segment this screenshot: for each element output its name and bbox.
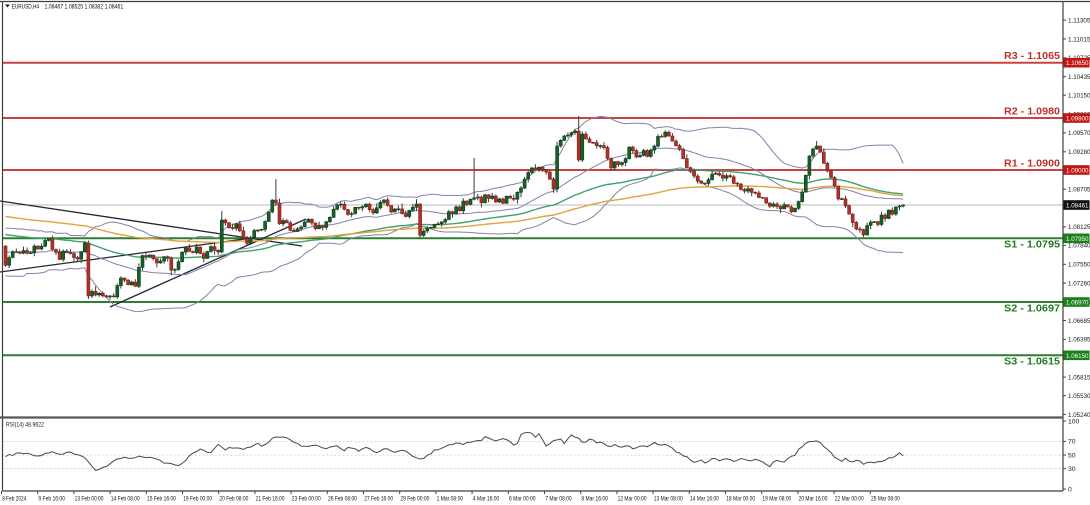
svg-text:14 Feb 08:00: 14 Feb 08:00 xyxy=(111,496,140,503)
svg-text:25 Mar 08:00: 25 Mar 08:00 xyxy=(871,496,900,503)
svg-text:8 Mar 16:00: 8 Mar 16:00 xyxy=(581,496,608,503)
svg-text:1.10150: 1.10150 xyxy=(1068,93,1090,100)
svg-text:EURUSD,H4: EURUSD,H4 xyxy=(12,3,39,10)
svg-text:13 Feb 00:00: 13 Feb 00:00 xyxy=(75,496,104,503)
svg-text:19 Feb 00:00: 19 Feb 00:00 xyxy=(183,496,212,503)
svg-text:1.08705: 1.08705 xyxy=(1068,187,1090,194)
svg-text:R2 - 1.0980: R2 - 1.0980 xyxy=(1004,106,1060,118)
svg-text:1.10650: 1.10650 xyxy=(1066,60,1089,67)
svg-text:1.07550: 1.07550 xyxy=(1068,262,1090,269)
svg-text:R3 - 1.1065: R3 - 1.1065 xyxy=(1004,50,1060,62)
svg-text:21 Feb 16:00: 21 Feb 16:00 xyxy=(256,496,285,503)
svg-text:S2 - 1.0697: S2 - 1.0697 xyxy=(1004,302,1060,314)
svg-text:1.08467 1.08525 1.08382 1.0846: 1.08467 1.08525 1.08382 1.08461 xyxy=(45,3,124,10)
svg-text:19 Mar 08:00: 19 Mar 08:00 xyxy=(762,496,791,503)
svg-text:R1 - 1.0900: R1 - 1.0900 xyxy=(1004,158,1060,170)
svg-text:1.07260: 1.07260 xyxy=(1068,280,1090,287)
svg-text:15 Feb 16:00: 15 Feb 16:00 xyxy=(147,496,176,503)
svg-text:22 Mar 00:00: 22 Mar 00:00 xyxy=(835,496,864,503)
svg-text:100: 100 xyxy=(1068,418,1080,425)
svg-text:1.06685: 1.06685 xyxy=(1068,318,1090,325)
svg-text:4 Mar 16:00: 4 Mar 16:00 xyxy=(473,496,500,503)
svg-text:1.09800: 1.09800 xyxy=(1066,116,1089,123)
svg-text:1 Mar 08:00: 1 Mar 08:00 xyxy=(437,496,464,503)
svg-text:1.05240: 1.05240 xyxy=(1068,412,1090,419)
svg-text:6 Mar 00:00: 6 Mar 00:00 xyxy=(509,496,536,503)
svg-text:1.06970: 1.06970 xyxy=(1066,300,1089,307)
svg-text:7 Mar 08:00: 7 Mar 08:00 xyxy=(545,496,572,503)
svg-text:20 Mar 16:00: 20 Mar 16:00 xyxy=(799,496,828,503)
svg-text:30: 30 xyxy=(1068,466,1076,473)
svg-text:1.08125: 1.08125 xyxy=(1068,224,1090,231)
svg-text:27 Feb 16:00: 27 Feb 16:00 xyxy=(364,496,393,503)
svg-text:1.11015: 1.11015 xyxy=(1068,36,1090,43)
svg-text:1.08461: 1.08461 xyxy=(1066,203,1089,210)
svg-text:1.10435: 1.10435 xyxy=(1068,74,1090,81)
svg-text:1.09000: 1.09000 xyxy=(1066,168,1089,175)
svg-text:1.05815: 1.05815 xyxy=(1068,374,1090,381)
svg-text:9 Feb 16:00: 9 Feb 16:00 xyxy=(38,496,65,503)
svg-text:0: 0 xyxy=(1068,486,1072,493)
svg-text:S1 - 1.0795: S1 - 1.0795 xyxy=(1004,239,1060,251)
svg-text:1.09280: 1.09280 xyxy=(1068,149,1090,156)
svg-text:1.06395: 1.06395 xyxy=(1068,337,1090,344)
svg-text:1.09570: 1.09570 xyxy=(1068,130,1090,137)
svg-text:1.11305: 1.11305 xyxy=(1068,17,1090,24)
svg-text:1.05530: 1.05530 xyxy=(1068,393,1090,400)
svg-text:8 Feb 2024: 8 Feb 2024 xyxy=(2,496,26,503)
svg-text:18 Mar 00:00: 18 Mar 00:00 xyxy=(726,496,755,503)
svg-text:20 Feb 08:00: 20 Feb 08:00 xyxy=(219,496,248,503)
svg-text:1.07840: 1.07840 xyxy=(1068,243,1090,250)
svg-text:12 Mar 00:00: 12 Mar 00:00 xyxy=(618,496,647,503)
svg-text:14 Mar 16:00: 14 Mar 16:00 xyxy=(690,496,719,503)
svg-text:23 Feb 00:00: 23 Feb 00:00 xyxy=(292,496,321,503)
svg-text:S3 - 1.0615: S3 - 1.0615 xyxy=(1004,356,1060,368)
svg-text:50: 50 xyxy=(1068,452,1076,459)
svg-text:1.07950: 1.07950 xyxy=(1066,236,1089,243)
svg-text:13 Mar 08:00: 13 Mar 08:00 xyxy=(654,496,683,503)
svg-text:26 Feb 08:00: 26 Feb 08:00 xyxy=(328,496,357,503)
svg-text:1.06150: 1.06150 xyxy=(1066,353,1089,360)
svg-text:29 Feb 00:00: 29 Feb 00:00 xyxy=(400,496,429,503)
svg-text:RSI(14) 48.9622: RSI(14) 48.9622 xyxy=(6,422,44,429)
svg-text:70: 70 xyxy=(1068,439,1076,446)
